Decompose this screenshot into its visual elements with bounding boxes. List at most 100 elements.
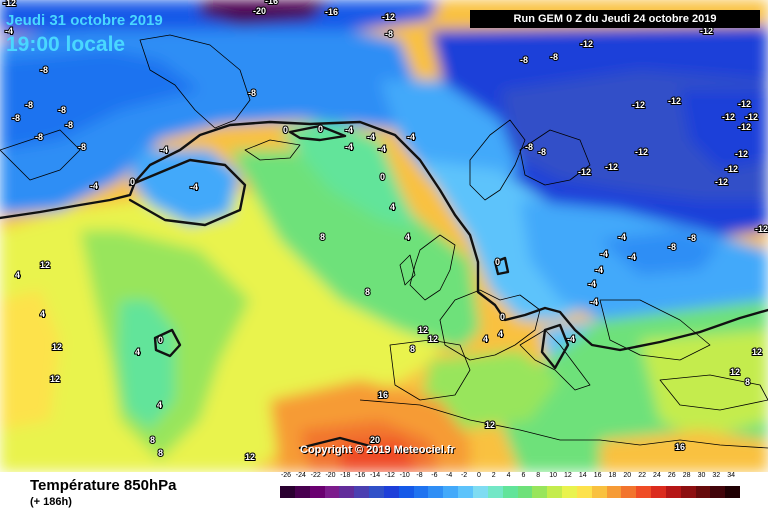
isotherm-label: 12 [428,334,438,344]
scale-tick-label: 16 [593,472,602,479]
isotherm-label: -12 [382,12,395,22]
scale-swatch [383,486,399,498]
isotherm-label: -4 [5,26,13,36]
isotherm-label: -12 [722,112,735,122]
forecast-hour: (+ 186h) [30,496,72,508]
isotherm-label: -4 [600,249,608,259]
scale-tick-label: 34 [727,472,736,479]
isotherm-labels: -12-20-16-16 -12-8-12-8-8-12-4-8-8-8-8-8-… [2,0,768,463]
isotherm-label: -8 [40,65,48,75]
scale-tick-label: 22 [638,472,647,479]
scale-swatch [458,486,473,498]
scale-swatch [309,486,325,498]
scale-swatch [547,486,563,498]
scale-swatch [369,486,384,498]
isotherm-label: -12 [735,149,748,159]
isotherm-label: -8 [12,113,20,123]
isotherm-label: 8 [150,435,155,445]
scale-swatch [621,486,637,498]
scale-swatch [695,486,711,498]
scale-tick-label: 6 [521,472,526,479]
isotherm-label: -4 [618,232,626,242]
scale-swatch [725,486,741,498]
scale-tick-label: 30 [697,472,706,479]
isotherm-label: 8 [410,344,415,354]
scale-tick-label: 10 [549,472,557,479]
color-scale-bar [280,486,741,498]
isotherm-label: 0 [130,177,135,187]
isotherm-label: -12 [632,100,645,110]
isotherm-label: -8 [35,132,43,142]
scale-swatch [428,486,444,498]
isotherm-label: -4 [590,297,598,307]
scale-tick-label: 12 [564,472,572,479]
scale-swatch [606,486,622,498]
isotherm-label: 20 [370,435,380,445]
scale-tick-label: -6 [431,472,438,479]
scale-tick-label: 2 [491,472,496,479]
isotherm-label: 0 [318,124,323,134]
scale-swatch [398,486,414,498]
isotherm-label: -12 [755,224,768,234]
isotherm-label: 8 [365,287,370,297]
isotherm-label: 4 [405,232,410,242]
isotherm-label: -8 [525,142,533,152]
isotherm-label: -8 [688,233,696,243]
isotherm-label: -12 [738,122,751,132]
scale-swatch [294,486,310,498]
isotherm-label: 0 [500,312,505,322]
isotherm-label: 16 [675,442,685,452]
scale-swatch [665,486,681,498]
isotherm-label: -12 [635,147,648,157]
isotherm-label: -12 [580,39,593,49]
isotherm-label: 12 [50,374,60,384]
isotherm-label: -4 [567,334,575,344]
isotherm-label: -12 [700,26,713,36]
isotherm-label: -12 [738,99,751,109]
scale-tick-label: -12 [384,472,395,479]
isotherm-label: 0 [380,172,385,182]
scale-tick-label: -22 [310,472,321,479]
scale-tick-label: 14 [578,472,587,479]
isotherm-label: 4 [15,270,20,280]
isotherm-label: -4 [90,181,98,191]
isotherm-label: -20 [253,6,266,16]
isotherm-label: -12 [668,96,681,106]
isotherm-label: -8 [668,242,676,252]
scale-tick-label: 4 [506,472,511,479]
scale-swatch [502,486,518,498]
isotherm-label: -12 [715,177,728,187]
isotherm-label: -8 [25,100,33,110]
isotherm-label: -12 [578,167,591,177]
scale-swatch [324,486,340,498]
isotherm-label: -4 [588,279,596,289]
isotherm-label: -4 [367,132,375,142]
scale-tick-label: 18 [608,472,617,479]
isotherm-label: 0 [283,125,288,135]
scale-swatch [487,486,503,498]
scale-swatch [339,486,355,498]
temperature-map: -12-20-16-16 -12-8-12-8-8-12-4-8-8-8-8-8-… [0,0,768,472]
isotherm-label: -4 [345,125,353,135]
isotherm-label: -4 [407,132,415,142]
isotherm-label: 12 [752,347,762,357]
isotherm-label: 0 [495,257,500,267]
isotherm-label: 4 [498,329,503,339]
scale-swatch [636,486,652,498]
isotherm-label: 4 [40,309,45,319]
isotherm-label: 12 [418,325,428,335]
scale-tick-label: -8 [416,472,423,479]
scale-tick-label: -26 [280,472,292,479]
isotherm-label: 12 [52,342,62,352]
isotherm-label: -4 [160,145,168,155]
color-scale-labels: -26 -24 -22 -20 -18 -16 -14 -12 -10 -8 -6 -4 -2 0 2 4 6 8… [270,472,750,484]
scale-tick-label: -20 [325,472,336,479]
scale-swatch [680,486,696,498]
scale-tick-label: 0 [476,472,481,479]
isotherm-label: -12 [3,0,16,8]
scale-tick-label: 32 [712,472,721,479]
scale-tick-label: -10 [399,472,410,479]
isotherm-label: -8 [520,55,528,65]
forecast-time: 19:00 locale [6,33,126,56]
